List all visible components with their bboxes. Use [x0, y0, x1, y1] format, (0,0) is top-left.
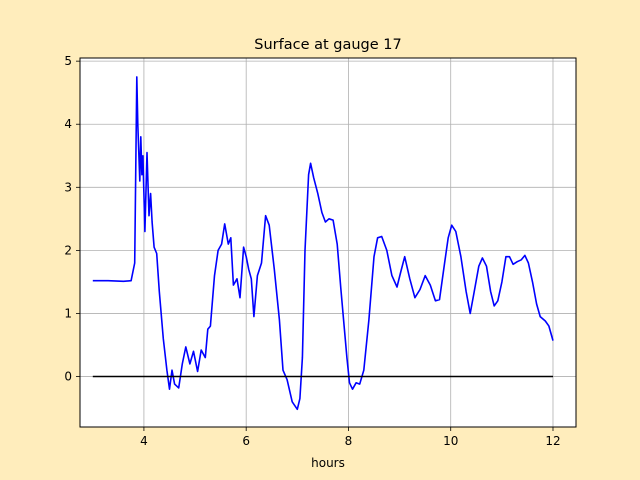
x-axis-label: hours	[311, 456, 345, 470]
chart-title: Surface at gauge 17	[254, 37, 402, 53]
y-tick-label: 5	[64, 54, 72, 68]
plot-area	[80, 58, 576, 427]
y-tick-label: 2	[64, 243, 72, 257]
x-tick-label: 8	[345, 434, 353, 448]
x-tick-label: 10	[443, 434, 458, 448]
y-tick-label: 4	[64, 117, 72, 131]
series-layer	[92, 76, 554, 411]
plot-frame	[79, 57, 577, 428]
x-tick-label: 6	[242, 434, 250, 448]
x-tick-label: 4	[140, 434, 148, 448]
y-tick-label: 1	[64, 306, 72, 320]
series-line	[92, 76, 554, 411]
x-tick-label: 12	[545, 434, 560, 448]
y-tick-label: 3	[64, 180, 72, 194]
y-tick-label: 0	[64, 370, 72, 384]
